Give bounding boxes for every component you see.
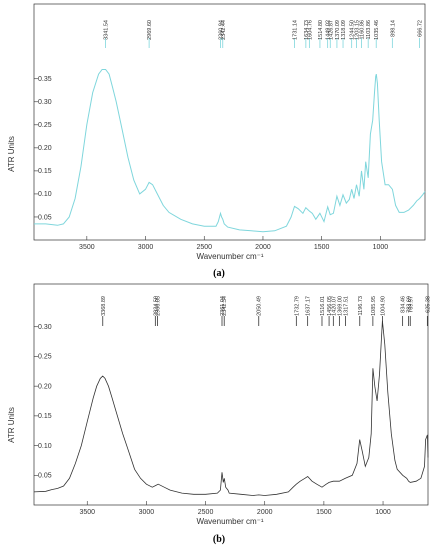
- chart-b-peak-label: 1637.17: [306, 296, 312, 316]
- chart-b-peak-label: 1420.07: [331, 296, 337, 316]
- chart-a-spectrum-line: [34, 69, 426, 233]
- chart-b-peak-label: 625.38: [425, 296, 431, 313]
- chart-a-y-tick-label: 0.25: [38, 122, 52, 129]
- chart-b-y-tick-label: 0.25: [38, 354, 52, 361]
- chart-a-peak-label: 1103.86: [366, 20, 372, 39]
- chart-b-x-tick-label: 2000: [257, 509, 273, 516]
- chart-a-x-tick-label: 3500: [79, 244, 95, 251]
- chart-a-peak-label: 1426.87: [328, 20, 334, 40]
- chart-a-peak-label: 1514.80: [318, 20, 324, 40]
- chart-b-peak-label: 2342.34: [222, 296, 228, 316]
- chart-a-y-axis: 0.05 0.10 0.15 0.20 0.25 0.30 0.35: [34, 76, 52, 221]
- chart-a-y-tick-label: 0.30: [38, 99, 52, 106]
- chart-a-peak-label: 2342.44: [221, 20, 227, 40]
- chart-b-y-axis: 0.05 0.10 0.15 0.20 0.25 0.30: [34, 324, 52, 480]
- chart-b-x-tick-label: 3000: [139, 509, 155, 516]
- chart-b-y-axis-title: ATR Units: [7, 407, 16, 443]
- chart-b-peak-label: 2361.04: [220, 296, 226, 316]
- chart-a-peak-label: 1370.09: [335, 20, 341, 40]
- chart-b-x-axis: 3500 3000 2500 2000 1500 1000: [79, 501, 391, 516]
- chart-b-peak-label: 1317.51: [344, 296, 350, 316]
- chart-b-peak-label: 2050.49: [257, 296, 263, 316]
- chart-a-peak-label: 2969.60: [147, 20, 153, 40]
- chart-a-x-axis: 3500 3000 2500 2000 1500 1000: [79, 236, 388, 251]
- chart-b-x-axis-title: Wavenumber cm⁻¹: [196, 517, 263, 526]
- chart-a-x-tick-label: 2000: [255, 244, 271, 251]
- chart-b-y-tick-label: 0.10: [38, 443, 52, 450]
- chart-b-peak-label: 1516.01: [320, 296, 326, 316]
- chart-b-x-tick-label: 2500: [198, 509, 214, 516]
- chart-b-y-tick-label: 0.05: [38, 473, 52, 480]
- chart-b-x-tick-label: 3500: [79, 509, 95, 516]
- chart-a-x-tick-label: 3000: [138, 244, 154, 251]
- chart-a-y-tick-label: 0.05: [38, 214, 52, 221]
- chart-b-x-tick-label: 1500: [316, 509, 332, 516]
- chart-a-peak-label: 1731.14: [293, 20, 299, 40]
- chart-b-peak-label: 2906.05: [156, 296, 162, 316]
- chart-a-peak-label: 1244.50: [350, 20, 356, 40]
- chart-b-peak-label: 1085.95: [371, 296, 377, 316]
- chart-a-x-tick-label: 2500: [196, 244, 212, 251]
- chart-b-y-tick-label: 0.30: [38, 324, 52, 331]
- chart-b-x-tick-label: 1000: [375, 509, 391, 516]
- chart-a-peak-label: 1035.46: [374, 20, 380, 40]
- chart-a-y-tick-label: 0.15: [38, 168, 52, 175]
- chart-b-peak-label: 783.69: [407, 296, 413, 313]
- chart-a-peak-label: 1604.76: [307, 20, 313, 40]
- chart-b-peak-label: 834.46: [401, 296, 407, 313]
- chart-a-x-tick-label: 1500: [314, 244, 330, 251]
- chart-a-peak-label: 2360.94: [219, 20, 225, 40]
- chart-a-peak-label: 1634.73: [304, 20, 310, 40]
- chart-a-caption: (a): [213, 268, 225, 279]
- chart-a-y-tick-label: 0.10: [38, 191, 52, 198]
- chart-b-spectrum-line: [33, 320, 429, 496]
- chart-b-y-tick-label: 0.20: [38, 383, 52, 390]
- chart-a-y-tick-label: 0.20: [38, 145, 52, 152]
- chart-b-peak-label: 1456.05: [327, 296, 333, 316]
- chart-a-x-axis-title: Wavenumber cm⁻¹: [196, 252, 263, 261]
- chart-b-peak-label: 769.97: [408, 296, 414, 313]
- chart-b-y-tick-label: 0.15: [38, 413, 52, 420]
- chart-a-x-tick-label: 1000: [373, 244, 389, 251]
- chart-a-y-tick-label: 0.35: [38, 76, 52, 83]
- chart-a-peak-label: 1449.02: [326, 20, 332, 40]
- chart-a-peak-label: 898.14: [390, 20, 396, 37]
- chart-b-peak-label: 3368.89: [101, 296, 107, 316]
- chart-a-plot-frame: [33, 3, 426, 241]
- chart-a-y-axis-title: ATR Units: [7, 136, 16, 172]
- chart-a-peak-label: 3341.54: [103, 20, 109, 40]
- chart-a-peak-label: 666.72: [418, 20, 424, 37]
- chart-a-peak-label: 1203.15: [355, 20, 361, 40]
- chart-b-peak-label: 1196.73: [358, 296, 364, 315]
- chart-b-plot-frame: [33, 283, 429, 506]
- chart-b-peak-label: 1732.79: [294, 296, 300, 316]
- chart-a-peak-label: 1318.09: [341, 20, 347, 40]
- chart-a-peak-label: 1160.86: [360, 20, 366, 39]
- chart-b-peak-label: 2924.50: [153, 296, 159, 316]
- chart-b-peak-label: 1004.90: [381, 296, 387, 316]
- chart-b-caption: (b): [213, 534, 225, 545]
- chart-b-peak-label: 1369.00: [337, 296, 343, 316]
